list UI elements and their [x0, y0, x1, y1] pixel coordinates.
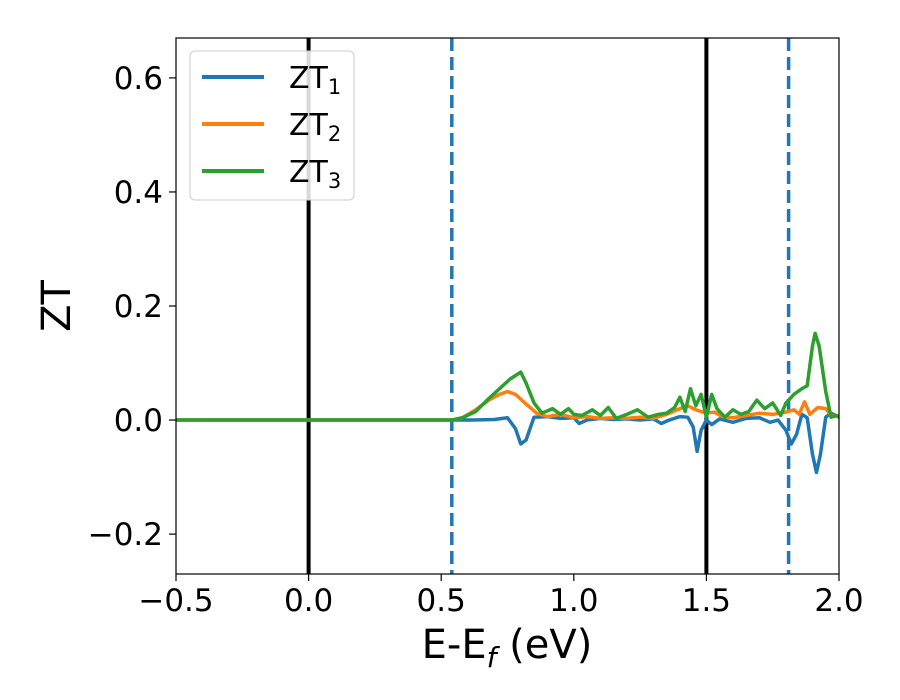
series-line-zt1 — [176, 411, 839, 475]
legend-label-zt3: ZT3 — [289, 155, 341, 193]
x-tick-label: 0.5 — [417, 583, 466, 619]
legend: ZT1 ZT2 ZT3 — [189, 50, 355, 201]
x-tick-label: −0.5 — [138, 583, 213, 619]
series-line-zt2 — [176, 389, 839, 422]
x-axis: −0.5 0.0 0.5 1.0 1.5 2.0 — [138, 574, 864, 619]
x-axis-label-unit: (eV) — [496, 622, 592, 668]
y-tick-label: 0.4 — [114, 175, 163, 211]
x-axis-label: E-Ef (eV) — [422, 622, 593, 674]
y-tick-label: 0.6 — [114, 61, 163, 97]
legend-label-zt2: ZT2 — [289, 108, 341, 146]
y-tick-label: 0.2 — [114, 289, 163, 325]
legend-box — [189, 50, 355, 201]
y-axis: −0.2 0.0 0.2 0.4 0.6 — [88, 61, 176, 553]
x-axis-label-main: E-E — [422, 622, 487, 668]
y-tick-label: −0.2 — [88, 517, 163, 553]
legend-label-zt1: ZT1 — [289, 61, 341, 99]
series-line-zt3 — [176, 331, 839, 422]
y-tick-label: 0.0 — [114, 403, 163, 439]
series-lines — [176, 331, 839, 475]
x-tick-label: 2.0 — [814, 583, 863, 619]
x-tick-label: 1.0 — [549, 583, 598, 619]
x-tick-label: 1.5 — [682, 583, 731, 619]
x-tick-label: 0.0 — [284, 583, 333, 619]
y-axis-label: ZT — [34, 280, 80, 332]
